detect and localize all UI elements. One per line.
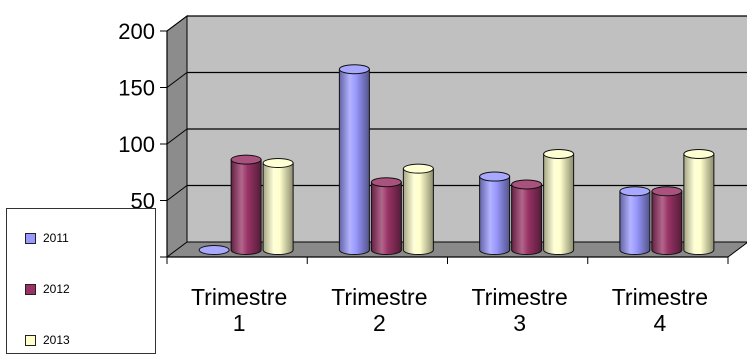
legend-swatch: [25, 334, 36, 346]
y-tick-label: 150: [118, 76, 155, 101]
legend-label: 2011: [43, 231, 69, 245]
x-label-q2-line2: 2: [373, 310, 386, 336]
legend: 2011 2012 2013: [6, 208, 156, 354]
gridline-side: [166, 185, 188, 201]
floor: [167, 242, 747, 257]
legend-swatch: [25, 283, 36, 295]
x-label-q2-line1: Trimestre: [331, 284, 427, 310]
bar-2012-q4: [651, 186, 683, 255]
bar-2013-q4: [683, 148, 715, 255]
gridline-side: [166, 72, 188, 88]
x-label-q1-line1: Trimestre: [191, 284, 287, 310]
legend-item-2013: 2013: [25, 333, 70, 347]
y-tick-label: 200: [118, 19, 155, 44]
floor-edge: [727, 242, 747, 258]
x-label-q1-line2: 1: [233, 310, 246, 336]
bar-2011-q3: [479, 171, 511, 255]
bar-2013-q1: [262, 157, 294, 255]
bar-2012-q1: [230, 154, 262, 255]
gridline-side: [166, 128, 188, 145]
bar-2012-q3: [511, 179, 543, 255]
bar-2011-q4: [619, 186, 651, 255]
legend-label: 2012: [43, 282, 70, 296]
x-label-q3-line2: 3: [513, 310, 526, 336]
bar-2011-q1: [198, 245, 230, 255]
bar-2011-q2: [338, 64, 370, 255]
bar-2013-q3: [543, 148, 575, 255]
bars: [198, 64, 715, 255]
legend-item-2012: 2012: [25, 282, 70, 296]
legend-swatch: [25, 232, 36, 244]
x-label-q4-line1: Trimestre: [612, 284, 708, 310]
bar-2012-q2: [370, 177, 402, 255]
x-label-q3-line1: Trimestre: [471, 284, 567, 310]
x-label-q4-line2: 4: [653, 310, 666, 336]
legend-item-2011: 2011: [25, 231, 69, 245]
bar-2013-q2: [402, 163, 434, 255]
legend-label: 2013: [43, 333, 70, 347]
gridline-side: [166, 15, 188, 32]
y-tick-label: 100: [118, 132, 155, 157]
